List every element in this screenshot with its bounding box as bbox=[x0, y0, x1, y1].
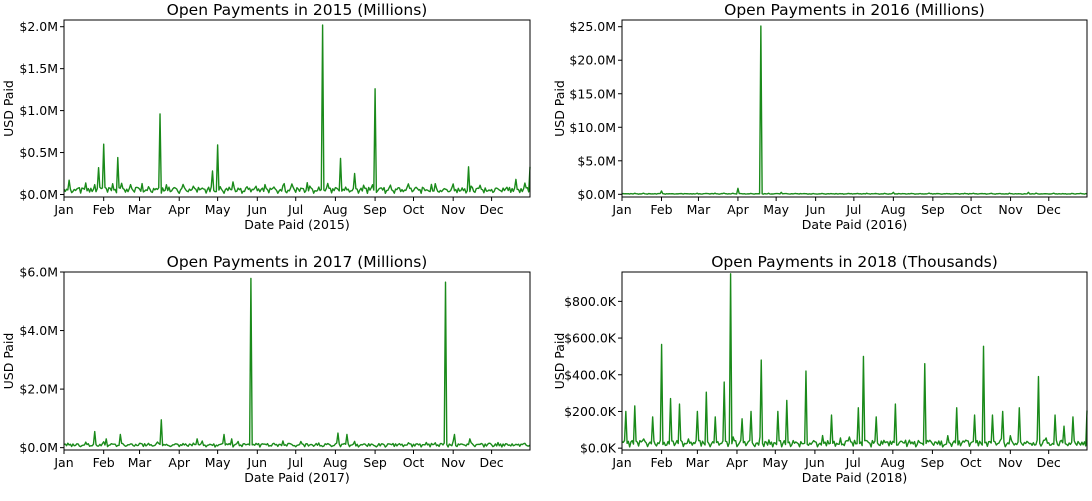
y-tick-label: $0.0K bbox=[580, 441, 617, 456]
x-tick-label: Dec bbox=[479, 455, 503, 470]
x-tick-label: Oct bbox=[960, 202, 982, 217]
y-tick-label: $25.0M bbox=[569, 19, 616, 34]
y-tick-label: $1.5M bbox=[19, 61, 58, 76]
plot-frame bbox=[621, 271, 1088, 451]
x-tick-label: May bbox=[205, 455, 231, 470]
x-tick-label: Mar bbox=[128, 202, 152, 217]
x-tick-label: Oct bbox=[403, 455, 425, 470]
x-tick-label: Apr bbox=[168, 202, 190, 217]
x-tick-label: Mar bbox=[686, 455, 710, 470]
y-tick-label: $5.0M bbox=[577, 153, 616, 168]
y-tick-label: $6.0M bbox=[19, 265, 58, 280]
x-tick-label: Jun bbox=[247, 455, 268, 470]
y-tick-label: $200.0K bbox=[564, 404, 617, 419]
x-tick-label: Apr bbox=[726, 455, 748, 470]
x-axis-label: Date Paid (2016) bbox=[802, 217, 907, 232]
x-tick-label: Sep bbox=[363, 455, 387, 470]
x-tick-label: Dec bbox=[1037, 202, 1061, 217]
plot-frame bbox=[63, 271, 531, 451]
x-tick-label: Oct bbox=[403, 202, 425, 217]
x-tick-label: Nov bbox=[998, 202, 1023, 217]
x-tick-label: Sep bbox=[921, 202, 945, 217]
y-tick-label: $800.0K bbox=[564, 294, 617, 309]
plot-frame bbox=[621, 19, 1088, 198]
x-tick-label: Feb bbox=[93, 202, 115, 217]
y-axis-label: USD Paid bbox=[1, 80, 16, 137]
x-tick-label: Mar bbox=[128, 455, 152, 470]
y-tick-label: $10.0M bbox=[569, 120, 616, 135]
y-tick-label: $400.0K bbox=[564, 367, 617, 382]
chart-title: Open Payments in 2015 (Millions) bbox=[167, 1, 428, 19]
chart-title: Open Payments in 2016 (Millions) bbox=[724, 1, 985, 19]
chart-title: Open Payments in 2018 (Thousands) bbox=[711, 253, 998, 271]
plot-frame bbox=[63, 19, 531, 198]
y-tick-label: $15.0M bbox=[569, 86, 616, 101]
chart-panel-2017: Open Payments in 2017 (Millions) $0.0M $2.… bbox=[1, 253, 531, 485]
x-tick-label: Nov bbox=[441, 202, 466, 217]
x-tick-label: Jan bbox=[53, 202, 73, 217]
y-tick-label: $20.0M bbox=[569, 53, 616, 68]
y-axis-label: USD Paid bbox=[552, 333, 567, 390]
x-axis-label: Date Paid (2017) bbox=[244, 470, 349, 485]
x-tick-label: Jan bbox=[611, 202, 631, 217]
x-tick-label: Feb bbox=[93, 455, 115, 470]
y-tick-label: $0.0M bbox=[19, 440, 58, 455]
x-tick-label: Nov bbox=[441, 455, 466, 470]
x-tick-label: Nov bbox=[998, 455, 1023, 470]
y-tick-label: $1.0M bbox=[19, 103, 58, 118]
x-tick-label: Dec bbox=[479, 202, 503, 217]
x-tick-label: Sep bbox=[921, 455, 945, 470]
series-line-2017 bbox=[63, 277, 531, 448]
series-line-2015 bbox=[63, 24, 531, 195]
x-tick-label: Aug bbox=[881, 202, 905, 217]
x-tick-label: Jul bbox=[287, 455, 303, 470]
x-tick-label: Jul bbox=[845, 202, 861, 217]
y-tick-label: $0.0M bbox=[577, 187, 616, 202]
x-tick-label: Feb bbox=[651, 455, 673, 470]
series-line-2018 bbox=[621, 273, 1088, 448]
x-tick-label: Dec bbox=[1037, 455, 1061, 470]
y-tick-label: $2.0M bbox=[19, 382, 58, 397]
x-tick-label: Jan bbox=[53, 455, 73, 470]
y-axis-label: USD Paid bbox=[1, 333, 16, 390]
chart-title: Open Payments in 2017 (Millions) bbox=[167, 253, 428, 271]
x-tick-label: Oct bbox=[960, 455, 982, 470]
y-axis-label: USD Paid bbox=[552, 80, 567, 137]
chart-panel-2018: Open Payments in 2018 (Thousands) $0.0K $2… bbox=[552, 253, 1088, 485]
x-tick-label: Jan bbox=[611, 455, 631, 470]
y-tick-label: $4.0M bbox=[19, 323, 58, 338]
series-line-2016 bbox=[621, 25, 1088, 195]
x-axis-label: Date Paid (2015) bbox=[244, 217, 349, 232]
x-tick-label: May bbox=[205, 202, 231, 217]
x-tick-label: Aug bbox=[323, 202, 347, 217]
y-tick-label: $2.0M bbox=[19, 19, 58, 34]
y-tick-label: $0.0M bbox=[19, 187, 58, 202]
x-tick-label: Feb bbox=[650, 202, 672, 217]
x-tick-label: Jun bbox=[804, 455, 825, 470]
x-tick-label: Mar bbox=[687, 202, 711, 217]
x-tick-label: Jul bbox=[287, 202, 303, 217]
x-tick-label: Jun bbox=[805, 202, 826, 217]
chart-panel-2016: Open Payments in 2016 (Millions) $0.0M $5.… bbox=[552, 1, 1088, 232]
chart-panel-2015: Open Payments in 2015 (Millions) $0.0M $0.… bbox=[1, 1, 531, 232]
y-tick-label: $600.0K bbox=[564, 331, 617, 346]
x-tick-label: Aug bbox=[323, 455, 347, 470]
x-tick-label: Apr bbox=[727, 202, 749, 217]
x-tick-label: Aug bbox=[881, 455, 905, 470]
x-tick-label: Sep bbox=[363, 202, 387, 217]
x-axis-label: Date Paid (2018) bbox=[802, 470, 907, 485]
x-tick-label: Jul bbox=[845, 455, 861, 470]
x-tick-label: May bbox=[762, 455, 788, 470]
x-tick-label: May bbox=[763, 202, 789, 217]
x-tick-label: Jun bbox=[247, 202, 268, 217]
x-tick-label: Apr bbox=[168, 455, 190, 470]
y-tick-label: $0.5M bbox=[19, 145, 58, 160]
